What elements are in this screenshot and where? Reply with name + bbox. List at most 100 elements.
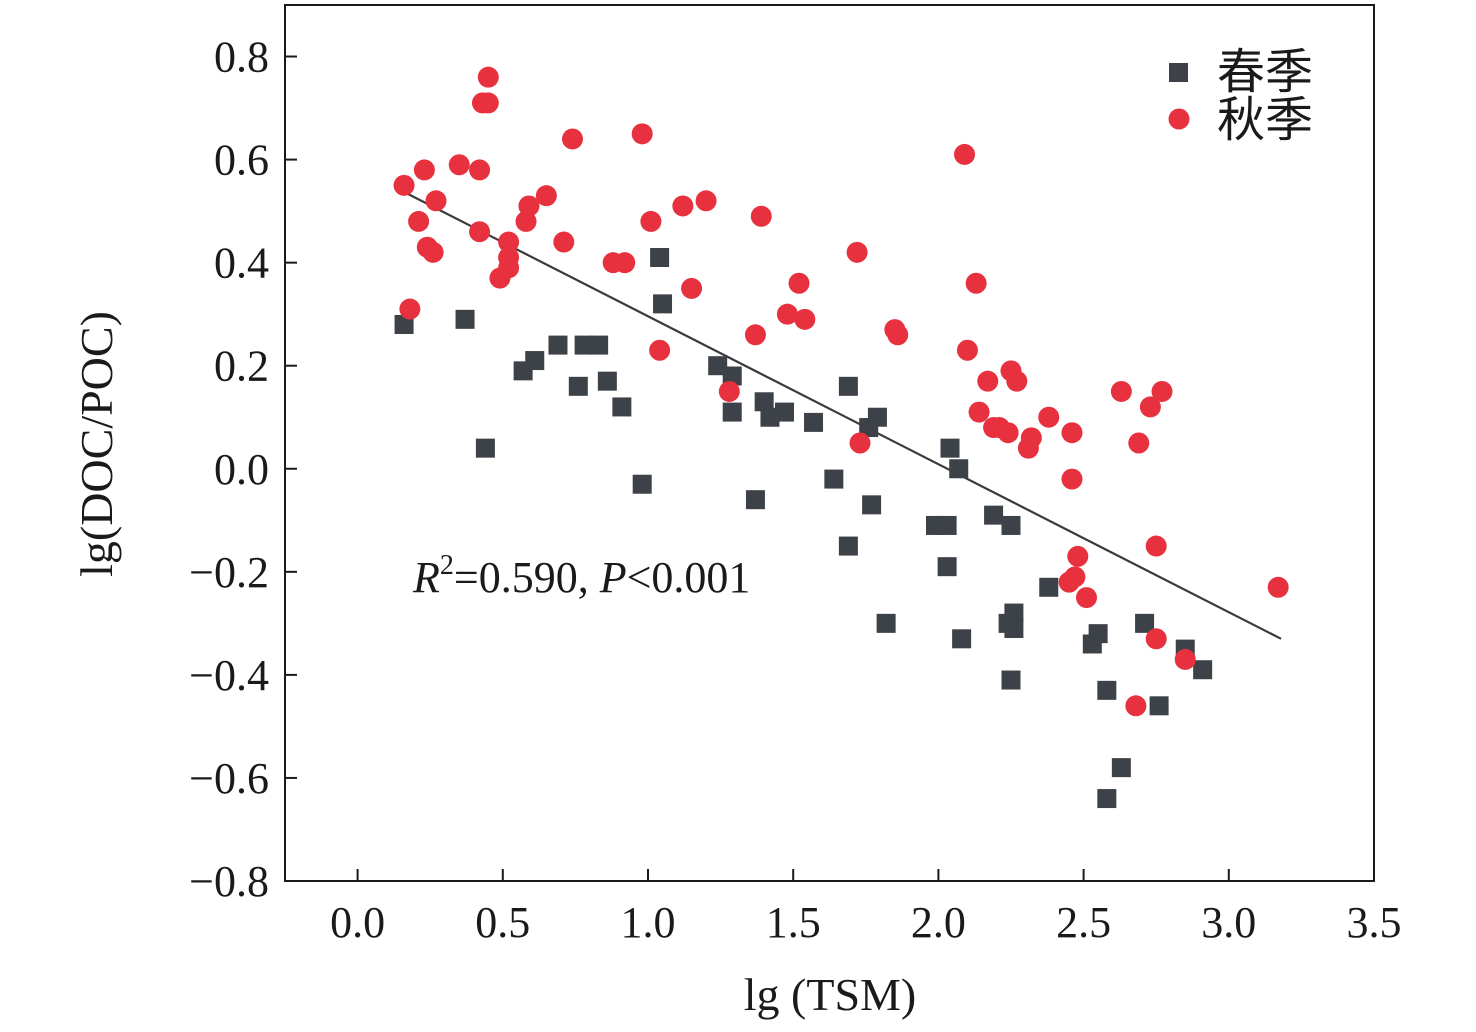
autumn-point	[1064, 566, 1086, 588]
spring-point	[632, 474, 652, 494]
x-tick-label: 2.0	[911, 898, 966, 947]
autumn-point	[1020, 427, 1042, 449]
autumn-point	[477, 92, 499, 114]
spring-point	[1149, 696, 1169, 716]
autumn-point	[1128, 432, 1150, 454]
autumn-point	[1145, 535, 1167, 557]
autumn-point	[1038, 406, 1060, 428]
spring-point	[1004, 603, 1024, 623]
autumn-point	[849, 432, 871, 454]
autumn-point	[997, 422, 1019, 444]
p-value: <0.001	[627, 553, 751, 602]
series-0	[394, 247, 1213, 809]
spring-point	[838, 536, 858, 556]
spring-point	[650, 247, 670, 267]
spring-point	[708, 356, 728, 376]
autumn-point	[1067, 545, 1089, 567]
autumn-point	[1267, 576, 1289, 598]
axes: 0.0 0.5 1.0 1.5 2.0 2.5 3.0 3.5 −0.8 −0.6 −0.4 −0.2…	[189, 33, 1401, 947]
y-tick-label: 0.6	[214, 136, 269, 185]
autumn-point	[1110, 380, 1132, 402]
autumn-point	[1061, 468, 1083, 490]
spring-point	[867, 407, 887, 427]
autumn-point	[744, 324, 766, 346]
autumn-point	[977, 370, 999, 392]
spring-point	[754, 392, 774, 412]
spring-point	[984, 505, 1004, 525]
autumn-point	[788, 272, 810, 294]
autumn-point	[614, 252, 636, 274]
spring-point	[574, 335, 594, 355]
autumn-point	[846, 241, 868, 263]
p-symbol: P	[599, 553, 627, 602]
autumn-point	[561, 128, 583, 150]
spring-point	[612, 397, 632, 417]
spring-point	[1004, 619, 1024, 639]
x-tick-label: 3.5	[1347, 898, 1402, 947]
r-symbol: R	[412, 553, 440, 602]
spring-point	[952, 629, 972, 649]
spring-point	[568, 376, 588, 396]
spring-point	[774, 402, 794, 422]
autumn-point	[695, 190, 717, 212]
spring-point	[589, 335, 609, 355]
spring-point	[940, 438, 960, 458]
legend-marker-spring	[1169, 63, 1188, 82]
r-exponent: 2	[440, 550, 454, 581]
spring-point	[1135, 613, 1155, 633]
autumn-point	[477, 66, 499, 88]
autumn-point	[956, 339, 978, 361]
autumn-point	[413, 159, 435, 181]
autumn-point	[1006, 370, 1028, 392]
legend-label-autumn: 秋季	[1217, 94, 1313, 147]
autumn-point	[750, 205, 772, 227]
fit-line-layer	[400, 189, 1282, 640]
spring-point	[838, 376, 858, 396]
x-tick-label: 3.0	[1201, 898, 1256, 947]
x-tick-label: 0.5	[475, 898, 530, 947]
autumn-point	[631, 123, 653, 145]
x-tick-label: 1.0	[621, 898, 676, 947]
plot-frame	[284, 4, 1375, 882]
spring-point	[1097, 680, 1117, 700]
stats-annotation: R2=0.590, P<0.001	[412, 550, 750, 602]
autumn-point	[393, 174, 415, 196]
spring-point	[525, 351, 545, 371]
spring-point	[804, 412, 824, 432]
autumn-point	[887, 324, 909, 346]
autumn-point	[408, 210, 430, 232]
autumn-point	[469, 221, 491, 243]
y-axis-title: lg(DOC/POC)	[71, 311, 122, 577]
autumn-point	[681, 277, 703, 299]
series-1	[393, 66, 1289, 717]
autumn-point	[968, 401, 990, 423]
spring-point	[937, 557, 957, 577]
spring-point	[1039, 577, 1059, 597]
r-value: =0.590,	[454, 553, 600, 602]
autumn-point	[1076, 587, 1098, 609]
y-tick-label: 0.2	[214, 342, 269, 391]
data-points	[393, 66, 1289, 809]
y-tick-label: 0.4	[214, 239, 269, 288]
spring-point	[1088, 624, 1108, 644]
spring-point	[1111, 758, 1131, 778]
legend-label-spring: 春季	[1217, 46, 1313, 99]
spring-point	[745, 490, 765, 510]
legend-marker-autumn	[1168, 108, 1190, 130]
spring-point	[722, 366, 742, 386]
autumn-point	[469, 159, 491, 181]
y-tick-label: −0.6	[189, 754, 269, 803]
spring-point	[1001, 515, 1021, 535]
autumn-point	[640, 210, 662, 232]
autumn-point	[553, 231, 575, 253]
spring-point	[394, 314, 414, 334]
autumn-point	[1145, 628, 1167, 650]
autumn-point	[649, 339, 671, 361]
autumn-point	[425, 190, 447, 212]
autumn-point	[965, 272, 987, 294]
spring-point	[597, 371, 617, 391]
autumn-point	[448, 154, 470, 176]
spring-point	[1001, 670, 1021, 690]
spring-point	[1193, 660, 1213, 680]
